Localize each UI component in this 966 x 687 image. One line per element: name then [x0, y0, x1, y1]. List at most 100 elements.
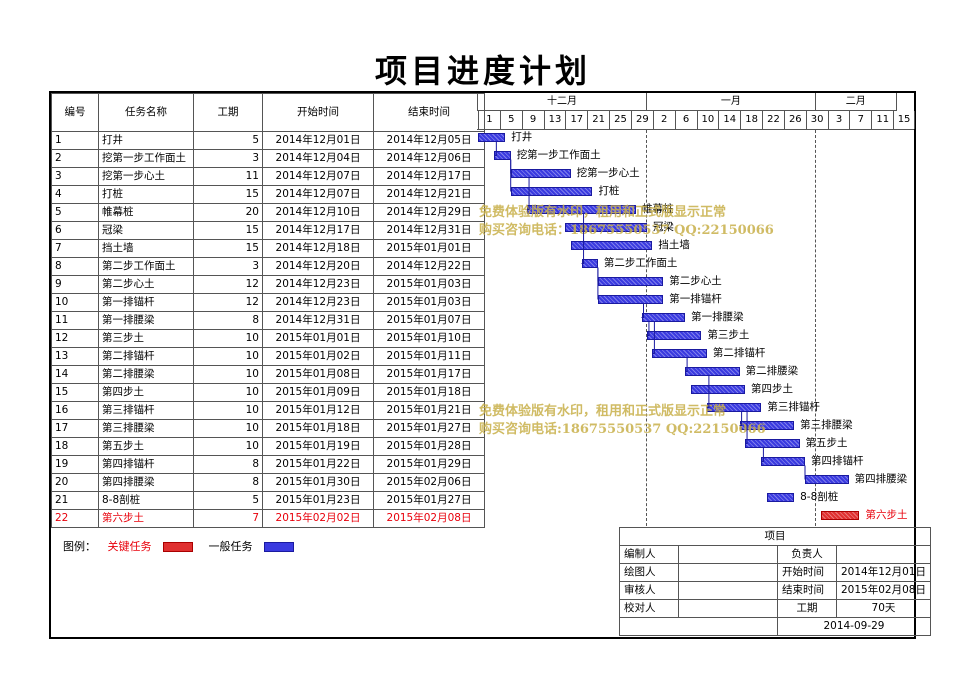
day-tick-label: 3	[827, 111, 850, 129]
col-end-header[interactable]: 结束时间	[373, 93, 485, 132]
task-id[interactable]: 22	[51, 509, 99, 528]
task-name[interactable]: 打桩	[98, 185, 194, 204]
task-bar-label: 第五步土	[805, 437, 848, 449]
sheet-frame	[49, 91, 916, 639]
critical-task-bar[interactable]	[821, 511, 860, 520]
task-row[interactable]: 18 第五步土 10 2015年01月19日 2015年01月28日	[51, 437, 485, 456]
task-id[interactable]: 15	[51, 383, 99, 402]
watermark-text: 免费体验版有水印，租用和正式版显示正常	[479, 205, 727, 220]
task-duration[interactable]: 15	[193, 239, 263, 258]
task-end[interactable]: 2014年12月06日	[373, 149, 485, 168]
task-name[interactable]: 第二排锚杆	[98, 347, 194, 366]
task-row[interactable]: 20 第四排腰梁 8 2015年01月30日 2015年02月06日	[51, 473, 485, 492]
task-bar[interactable]	[570, 241, 653, 250]
task-bar[interactable]	[766, 493, 795, 502]
info-blank	[619, 617, 778, 636]
task-bar[interactable]	[565, 223, 647, 232]
task-start[interactable]: 2015年01月23日	[262, 491, 374, 510]
day-tick-label: 26	[783, 111, 806, 129]
task-bar-label: 第一排腰梁	[691, 311, 744, 323]
task-end[interactable]: 2015年02月06日	[373, 473, 485, 492]
task-start[interactable]: 2015年01月01日	[262, 329, 374, 348]
task-end[interactable]: 2015年01月21日	[373, 401, 485, 420]
day-tick-label: 1	[478, 111, 500, 129]
task-row[interactable]: 13 第二排锚杆 10 2015年01月02日 2015年01月11日	[51, 347, 485, 366]
legend-normal-swatch	[264, 542, 294, 552]
task-bar[interactable]	[690, 385, 746, 394]
task-name[interactable]: 第三排腰梁	[98, 419, 194, 438]
task-start[interactable]: 2015年01月22日	[262, 455, 374, 474]
task-table: 编号 任务名称 工期 开始时间 结束时间 1 打井 5 2014年12月01日 2014…	[51, 93, 485, 528]
gantt-chart-area	[477, 129, 914, 527]
info-reviewer-label: 审核人	[619, 581, 679, 600]
task-id[interactable]: 19	[51, 455, 99, 474]
dependency-link	[739, 411, 743, 426]
info-start-value[interactable]: 2014年12月01日	[836, 563, 931, 582]
task-row[interactable]: 8 第二步工作面土 3 2014年12月20日 2014年12月22日	[51, 257, 485, 276]
task-duration[interactable]: 7	[193, 509, 263, 528]
task-name[interactable]: 挖第一步心土	[98, 167, 194, 186]
task-duration[interactable]: 10	[193, 383, 263, 402]
task-end[interactable]: 2015年01月28日	[373, 437, 485, 456]
task-end[interactable]: 2014年12月05日	[373, 131, 485, 150]
task-id[interactable]: 12	[51, 329, 99, 348]
info-duration-value[interactable]: 70天	[836, 599, 931, 618]
task-start[interactable]: 2015年02月02日	[262, 509, 374, 528]
day-tick-label: 18	[740, 111, 762, 129]
task-bar-label: 8-8剖桩	[800, 491, 839, 503]
task-start[interactable]: 2014年12月04日	[262, 149, 374, 168]
dependency-link	[745, 411, 748, 444]
task-start[interactable]: 2014年12月07日	[262, 185, 374, 204]
task-row[interactable]: 3 挖第一步心土 11 2014年12月07日 2014年12月17日	[51, 167, 485, 186]
task-start[interactable]: 2014年12月18日	[262, 239, 374, 258]
day-tick-label: 15	[893, 111, 915, 129]
dependency-link	[527, 177, 530, 210]
dependency-link	[646, 321, 650, 336]
task-name[interactable]: 第三步土	[98, 329, 194, 348]
task-row[interactable]: 2 挖第一步工作面土 3 2014年12月04日 2014年12月06日	[51, 149, 485, 168]
task-bar-label: 挡土墙	[658, 239, 690, 251]
day-tick-label: 9	[521, 111, 544, 129]
task-end[interactable]: 2014年12月17日	[373, 167, 485, 186]
task-bar-label: 挖第一步心土	[576, 167, 640, 179]
task-duration[interactable]: 12	[193, 293, 263, 312]
task-row[interactable]: 17 第三排腰梁 10 2015年01月18日 2015年01月27日	[51, 419, 485, 438]
task-bar[interactable]	[478, 133, 506, 142]
task-row[interactable]: 15 第四步土 10 2015年01月09日 2015年01月18日	[51, 383, 485, 402]
task-id[interactable]: 14	[51, 365, 99, 384]
task-start[interactable]: 2014年12月07日	[262, 167, 374, 186]
task-end[interactable]: 2015年01月17日	[373, 365, 485, 384]
task-start[interactable]: 2015年01月30日	[262, 473, 374, 492]
task-bar-label: 挖第一步工作面土	[516, 149, 601, 161]
task-bar-label: 第四排腰梁	[854, 473, 908, 485]
task-name[interactable]: 打井	[98, 131, 194, 150]
task-bar-label: 第二步工作面土	[603, 257, 678, 269]
task-bar-label: 第六步土	[865, 509, 908, 521]
task-row[interactable]: 1 打井 5 2014年12月01日 2014年12月05日	[51, 131, 485, 150]
task-table-body: 1 打井 5 2014年12月01日 2014年12月05日 2 挖第一步工作面土 3 2014…	[51, 131, 485, 528]
task-bar-label: 帷幕桩	[642, 203, 674, 215]
task-row[interactable]: 21 8-8剖桩 5 2015年01月23日 2015年01月27日	[51, 491, 485, 510]
task-row[interactable]: 22 第六步土 7 2015年02月02日 2015年02月08日	[51, 509, 485, 528]
info-end-value[interactable]: 2015年02月08日	[836, 581, 931, 600]
month-divider	[645, 130, 647, 526]
task-name[interactable]: 第一排锚杆	[98, 293, 194, 312]
task-end[interactable]: 2015年01月29日	[373, 455, 485, 474]
task-bar-label: 第二排锚杆	[712, 347, 766, 359]
task-start[interactable]: 2014年12月17日	[262, 221, 374, 240]
task-row[interactable]: 4 打桩 15 2014年12月07日 2014年12月21日	[51, 185, 485, 204]
legend: 图例： 关键任务 一般任务	[63, 538, 306, 554]
task-id[interactable]: 18	[51, 437, 99, 456]
task-name[interactable]: 第二步心土	[98, 275, 194, 294]
task-bar-label: 第三排锚杆	[767, 401, 820, 413]
task-name[interactable]: 第六步土	[98, 509, 194, 528]
col-duration-header[interactable]: 工期	[193, 93, 263, 132]
task-name[interactable]: 8-8剖桩	[98, 491, 194, 510]
task-row[interactable]: 7 挡土墙 15 2014年12月18日 2015年01月01日	[51, 239, 485, 258]
task-end[interactable]: 2015年02月08日	[373, 509, 485, 528]
dependency-link	[706, 375, 710, 408]
task-row[interactable]: 6 冠梁 15 2014年12月17日 2014年12月31日	[51, 221, 485, 240]
day-tick-label: 11	[871, 111, 893, 129]
task-row[interactable]: 19 第四排锚杆 8 2015年01月22日 2015年01月29日	[51, 455, 485, 474]
